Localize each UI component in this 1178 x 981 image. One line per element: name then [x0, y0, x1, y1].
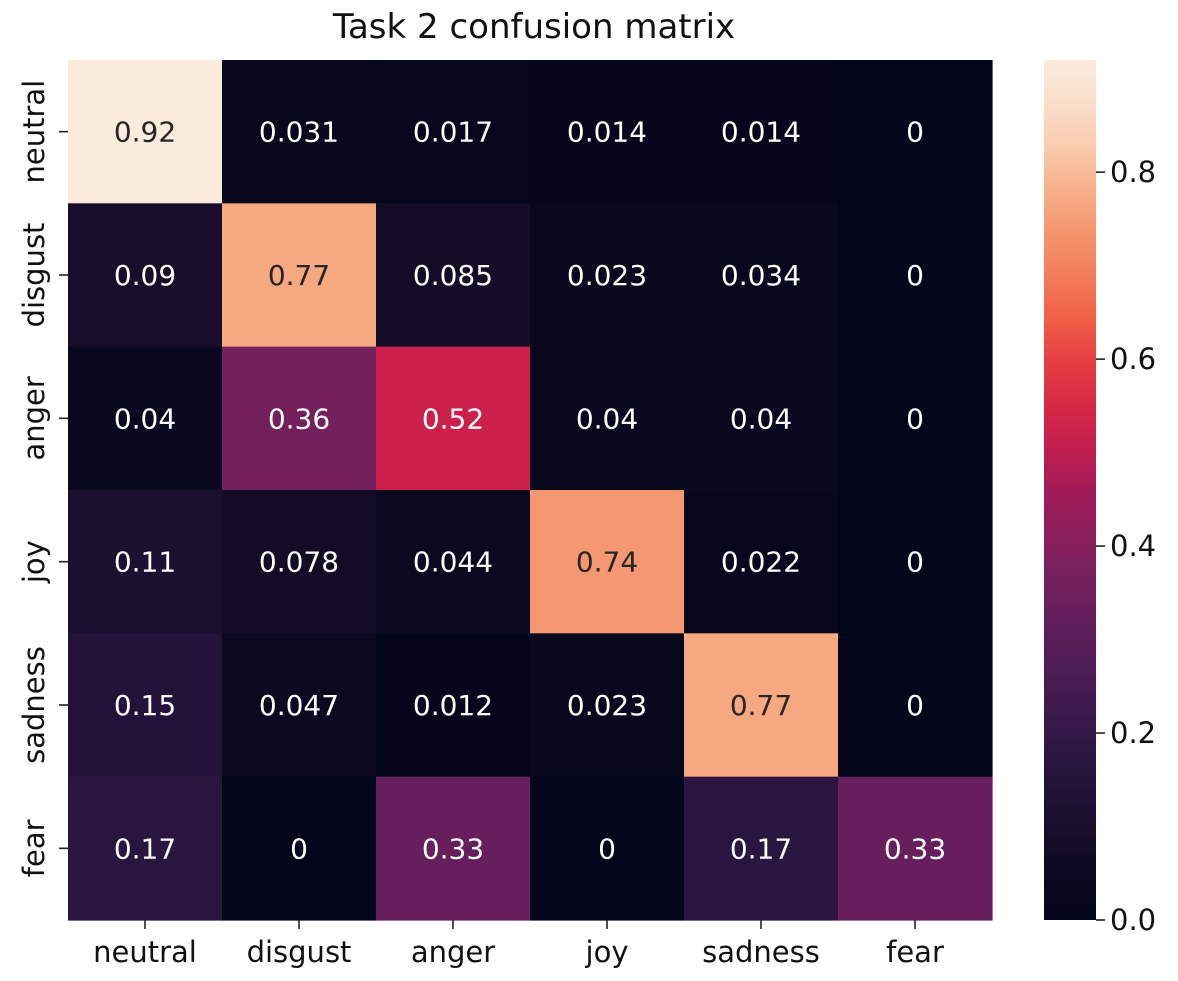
y-tick-label: sadness: [17, 646, 51, 764]
cell-value-label: 0: [906, 546, 924, 579]
colorbar-tick-label: 0.8: [1110, 155, 1156, 189]
x-tick-label: disgust: [247, 935, 352, 969]
y-tick-label: neutral: [17, 80, 51, 184]
cell-value-label: 0.034: [721, 259, 801, 292]
heatmap-cell: [530, 490, 685, 634]
cell-value-label: 0.014: [721, 116, 801, 149]
heatmap-cell: [222, 776, 377, 921]
cell-value-label: 0.92: [114, 116, 176, 149]
heatmap-cell: [684, 60, 839, 204]
heatmap-cell: [530, 203, 685, 348]
heatmap-cell: [376, 490, 531, 634]
cell-value-label: 0.52: [422, 402, 484, 435]
cell-value-label: 0.044: [413, 546, 493, 579]
heatmap-cell: [838, 203, 993, 348]
cell-value-label: 0.17: [730, 832, 792, 865]
cell-value-label: 0.09: [114, 259, 176, 292]
heatmap-cell: [222, 490, 377, 634]
cell-value-label: 0.078: [259, 546, 339, 579]
x-tick-label: joy: [585, 935, 629, 969]
y-tick-label: fear: [17, 819, 51, 877]
heatmap-cell-labels: 0.92 0.031 0.017 0.014 0.014 0 0.09 0.77 0.085 0.…: [114, 116, 946, 866]
cell-value-label: 0.33: [884, 832, 946, 865]
cell-value-label: 0.014: [567, 116, 647, 149]
cell-value-label: 0: [906, 116, 924, 149]
heatmap-cell: [684, 203, 839, 348]
heatmap-cell: [376, 60, 531, 204]
cell-value-label: 0.04: [576, 402, 638, 435]
colorbar-tick-label: 0.0: [1110, 903, 1156, 937]
heatmap-cell: [838, 776, 993, 921]
cell-value-label: 0.012: [413, 689, 493, 722]
y-tick-label: disgust: [17, 223, 51, 328]
cell-value-label: 0.022: [721, 546, 801, 579]
cell-value-label: 0.11: [114, 546, 176, 579]
cell-value-label: 0.77: [730, 689, 792, 722]
colorbar-gradient: [1044, 60, 1096, 920]
heatmap-cell: [68, 633, 223, 778]
chart-title: Task 2 confusion matrix: [332, 7, 735, 47]
cell-value-label: 0.047: [259, 689, 339, 722]
heatmap-cell: [684, 776, 839, 921]
cell-value-label: 0.04: [114, 402, 176, 435]
cell-value-label: 0: [598, 832, 616, 865]
heatmap-cell: [838, 490, 993, 634]
y-tick-label: joy: [17, 540, 51, 584]
heatmap-cell: [68, 776, 223, 921]
cell-value-label: 0.031: [259, 116, 339, 149]
cell-value-label: 0.023: [567, 689, 647, 722]
heatmap-cell: [838, 60, 993, 204]
colorbar-tick-label: 0.2: [1110, 716, 1156, 750]
cell-value-label: 0.04: [730, 402, 792, 435]
colorbar-tick-label: 0.6: [1110, 342, 1156, 376]
heatmap-cell: [684, 633, 839, 778]
heatmap-cell: [838, 346, 993, 491]
heatmap-cells: [68, 60, 993, 921]
heatmap-cell: [376, 633, 531, 778]
heatmap-cell: [684, 490, 839, 634]
colorbar-tick-label: 0.4: [1110, 529, 1156, 563]
x-tick-label: fear: [886, 935, 944, 969]
cell-value-label: 0: [906, 259, 924, 292]
y-tick-label: anger: [17, 376, 51, 460]
cell-value-label: 0.15: [114, 689, 176, 722]
cell-value-label: 0: [906, 402, 924, 435]
x-tick-label: sadness: [702, 935, 820, 969]
heatmap-cell: [68, 490, 223, 634]
heatmap-cell: [530, 776, 685, 921]
colorbar: 0.0 0.2 0.4 0.6 0.8: [1044, 60, 1156, 937]
heatmap-cell: [222, 346, 377, 491]
cell-value-label: 0.36: [268, 402, 330, 435]
heatmap-cell: [530, 60, 685, 204]
heatmap-cell: [376, 203, 531, 348]
cell-value-label: 0: [906, 689, 924, 722]
cell-value-label: 0.77: [268, 259, 330, 292]
heatmap-cell: [222, 60, 377, 204]
cell-value-label: 0.17: [114, 832, 176, 865]
heatmap-cell: [222, 633, 377, 778]
heatmap-cell: [68, 203, 223, 348]
heatmap-cell: [376, 346, 531, 491]
heatmap-cell: [530, 633, 685, 778]
heatmap-cell: [684, 346, 839, 491]
x-tick-label: anger: [411, 935, 495, 969]
heatmap-cell: [68, 346, 223, 491]
heatmap-cell: [376, 776, 531, 921]
cell-value-label: 0: [290, 832, 308, 865]
heatmap-cell: [222, 203, 377, 348]
x-axis: neutral disgust anger joy sadness fear: [93, 920, 944, 969]
heatmap-cell: [530, 346, 685, 491]
heatmap-cell: [838, 633, 993, 778]
heatmap-cell: [68, 60, 223, 204]
x-tick-label: neutral: [93, 935, 197, 969]
cell-value-label: 0.74: [576, 546, 638, 579]
cell-value-label: 0.33: [422, 832, 484, 865]
y-axis: neutral disgust anger joy sadness fear: [17, 80, 68, 877]
cell-value-label: 0.017: [413, 116, 493, 149]
cell-value-label: 0.085: [413, 259, 493, 292]
cell-value-label: 0.023: [567, 259, 647, 292]
